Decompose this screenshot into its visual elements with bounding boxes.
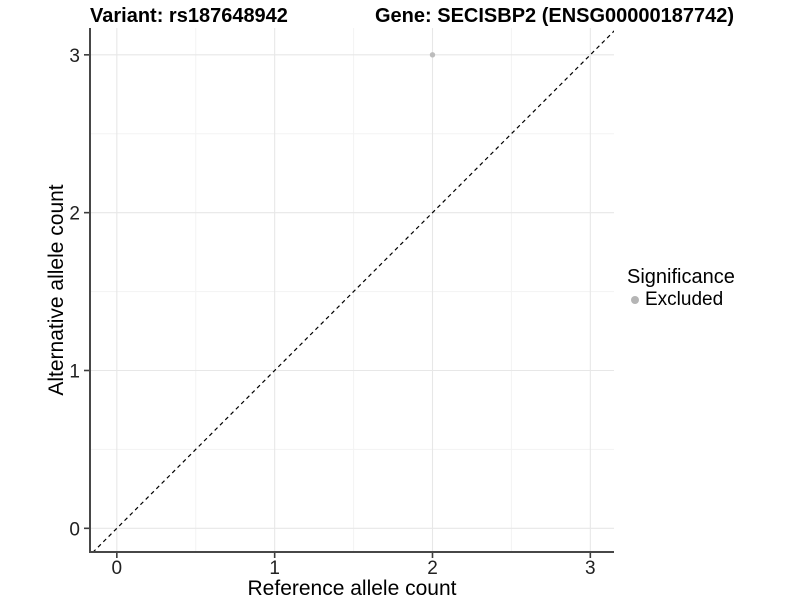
x-tick-label: 0 xyxy=(112,558,123,579)
legend-item-excluded: Excluded xyxy=(627,289,735,311)
x-axis-title: Reference allele count xyxy=(247,577,457,600)
legend-title: Significance xyxy=(627,266,735,288)
x-tick-label: 1 xyxy=(269,558,280,579)
data-point xyxy=(429,52,436,58)
y-tick-label: 1 xyxy=(69,361,80,382)
x-tick-label: 2 xyxy=(427,558,438,579)
y-tick-label: 3 xyxy=(69,46,80,67)
excluded-point-icon xyxy=(631,296,639,304)
gene-title: Gene: SECISBP2 (ENSG00000187742) xyxy=(375,5,735,27)
identity-line xyxy=(92,30,614,552)
variant-title: Variant: rs187648942 xyxy=(90,5,288,27)
legend: Significance Excluded xyxy=(627,266,735,311)
y-axis-title: Alternative allele count xyxy=(45,184,68,396)
y-tick-label: 0 xyxy=(69,519,80,540)
x-tick-label: 3 xyxy=(585,558,596,579)
legend-item-label: Excluded xyxy=(645,289,724,310)
y-tick-label: 2 xyxy=(69,204,80,225)
